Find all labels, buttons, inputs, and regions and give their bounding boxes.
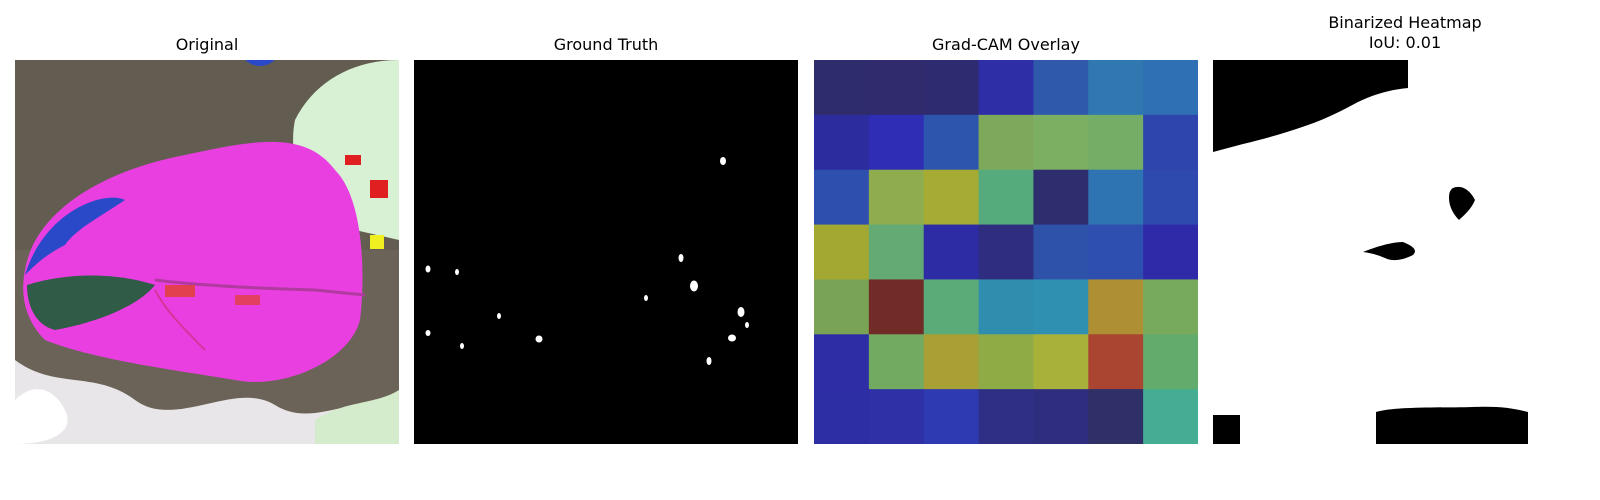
gradcam-cell [1143,224,1198,280]
gradcam-cell [868,334,925,390]
gradcam-cell [1143,334,1198,390]
gradcam-cell [978,60,1034,116]
gradcam-cell [814,279,870,335]
binarized-title: Binarized Heatmap IoU: 0.01 [1213,13,1597,53]
binarized-heatmap [1213,60,1597,444]
gradcam-cell [868,114,925,171]
ground-truth-title: Ground Truth [553,35,659,54]
gradcam-cell [923,279,980,335]
gradcam-cell [1088,389,1144,444]
gradcam-cell [868,169,925,226]
gradcam-cell [1088,114,1144,171]
gradcam-title: Grad-CAM Overlay [932,35,1080,54]
gradcam-cell [868,279,925,335]
gradcam-cell [978,224,1034,280]
gradcam-cell [1143,279,1198,335]
gradcam-cell [1033,169,1089,226]
gradcam-cell [978,389,1034,444]
binarized-title-line1: Binarized Heatmap [1328,13,1482,32]
original-image [15,60,399,444]
gradcam-overlay [814,60,1198,444]
gradcam-cell [1088,224,1144,280]
gradcam-cell [814,169,870,226]
gradcam-cell [1143,389,1198,444]
gradcam-cell [1033,114,1089,171]
gradcam-cell [814,334,870,390]
gradcam-cell [1143,114,1198,171]
iou-value: IoU: 0.01 [1368,33,1442,52]
gradcam-cell [1088,334,1144,390]
gradcam-cell [868,389,925,444]
gradcam-cell [1088,169,1144,226]
gradcam-cell [1033,279,1089,335]
gradcam-cell [923,224,980,280]
gradcam-cell [923,60,980,116]
gradcam-cell [923,389,980,444]
ground-truth-mask [414,60,798,444]
gradcam-cell [1143,169,1198,226]
gradcam-cell [1033,389,1089,444]
original-title: Original [175,35,239,54]
gradcam-cell [814,114,870,171]
gradcam-cell [978,169,1034,226]
gradcam-cell [868,60,925,116]
gradcam-cell [1088,60,1144,116]
gradcam-cell [1033,334,1089,390]
gradcam-cell [1033,224,1089,280]
gradcam-cell [1143,60,1198,116]
gradcam-cell [923,114,980,171]
gradcam-cell [814,60,870,116]
gradcam-cell [868,224,925,280]
gradcam-cell [978,334,1034,390]
gradcam-cell [978,114,1034,171]
gradcam-cell [814,389,870,444]
gradcam-cell [978,279,1034,335]
gradcam-cell [814,224,870,280]
gradcam-cell [923,169,980,226]
gradcam-cell [923,334,980,390]
gradcam-cell [1088,279,1144,335]
gradcam-cell [1033,60,1089,116]
